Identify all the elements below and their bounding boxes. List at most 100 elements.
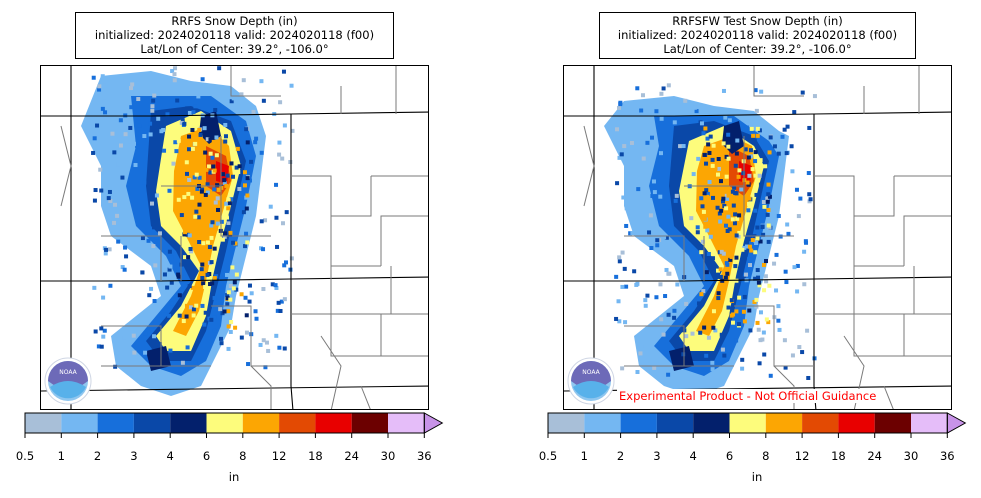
snow-cell [717,274,722,279]
snow-cell [219,341,224,346]
snow-cell [244,313,249,318]
snow-cell [766,223,771,228]
snow-cell [234,272,239,277]
snow-cell [135,144,140,149]
snow-cell [701,209,706,214]
snow-cell [202,126,207,131]
snow-cell [729,298,734,303]
colorbar-segment [170,413,207,433]
snow-cell [689,216,694,221]
snow-cell [804,240,809,245]
snow-cell [208,213,213,218]
snow-cell [236,170,241,175]
snow-cell [800,90,805,95]
snow-cell [202,322,207,327]
snow-cell [282,123,287,128]
snow-cell [154,193,159,198]
noaa-logo-icon: NOAA [567,357,615,409]
snow-cell [131,141,136,146]
snow-cell [715,205,720,210]
right-init-valid: initialized: 2024020118 valid: 202402011… [617,28,898,42]
right-map [563,65,952,410]
snow-cell [143,350,148,355]
snow-cell [200,187,205,192]
right-tick-label: 6 [725,449,734,463]
snow-cell [246,362,251,367]
snow-cell [201,281,206,286]
snow-cell [750,167,755,172]
snow-cell [157,231,162,236]
snow-cell [783,269,788,274]
snow-cell [745,244,750,249]
colorbar-segment [693,413,730,433]
right-title-box: RRFSFW Test Snow Depth (in) initialized:… [599,12,916,59]
colorbar-segment [802,413,839,433]
snow-cell [806,171,811,176]
snow-cell [716,291,721,296]
snow-cell [748,148,753,153]
snow-cell [734,151,739,156]
snow-cell [185,232,190,237]
snow-cell [185,345,190,350]
snow-cell [702,191,707,196]
snow-cell [622,266,627,271]
snow-cell [624,206,629,211]
left-tick-label: 12 [271,449,287,463]
snow-cell [259,150,264,155]
snow-cell [808,197,813,202]
snow-cell [116,239,121,244]
snow-cell [210,155,215,160]
snow-cell [694,109,699,114]
right-tick-label: 8 [762,449,770,463]
snow-cell [730,320,735,325]
snow-cell [758,182,763,187]
snow-cell [153,263,158,268]
snow-cell [93,329,98,334]
snow-cell [700,204,705,209]
snow-cell [151,98,156,103]
snow-cell [197,239,202,244]
snow-cell [122,335,127,340]
snow-cell [280,221,285,226]
snow-cell [167,188,172,193]
snow-cell [655,238,660,243]
snow-cell [700,239,705,244]
snow-cell [116,162,121,167]
snow-cell [280,156,285,161]
snow-cell [701,289,706,294]
snow-cell [778,234,783,239]
snow-cell [150,201,155,206]
snow-pocket-navy [146,346,171,371]
snow-cell [208,151,213,156]
snow-cell [704,188,709,193]
snow-cell [205,137,210,142]
snow-cell [97,84,102,89]
snow-cell [802,282,807,287]
snow-cell [210,281,215,286]
snow-cell [163,312,168,317]
snow-cell [212,168,217,173]
snow-cell [707,314,712,319]
snow-cell [678,144,683,149]
snow-cell [621,195,626,200]
snow-cell [230,265,235,270]
snow-cell [209,317,214,322]
snow-cell [123,132,128,137]
snow-cell [148,121,153,126]
snow-cell [184,314,189,319]
snow-cell [755,236,760,241]
left-center-latlon: Lat/Lon of Center: 39.2°, -106.0° [140,42,329,56]
snow-cell [695,230,700,235]
snow-cell [741,171,746,176]
snow-cell [761,262,766,267]
snow-cell [277,140,282,145]
snow-cell [100,106,105,111]
left-tick-label: 0.5 [15,449,35,463]
snow-cell [180,166,185,171]
colorbar-segment [97,413,134,433]
snow-cell [188,246,193,251]
snow-cell [785,124,790,129]
snow-cell [747,244,752,249]
snow-cell [650,135,655,140]
snow-cell [762,204,767,209]
